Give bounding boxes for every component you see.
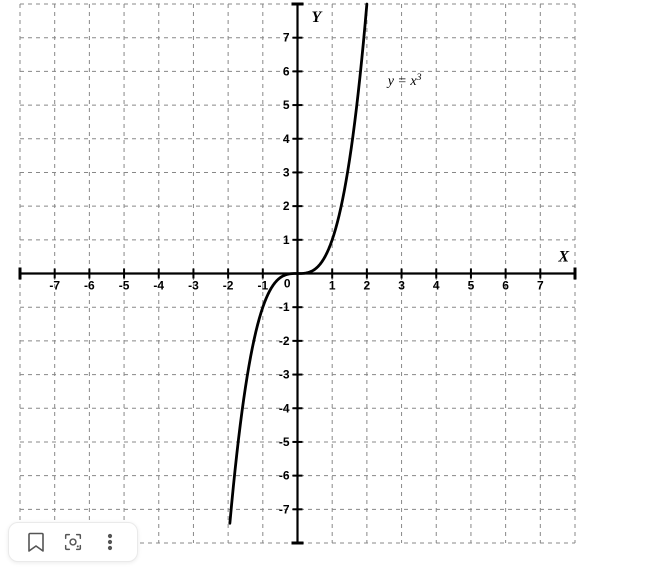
y-tick-label: 6 <box>283 64 290 78</box>
x-tick-label: -5 <box>119 279 130 293</box>
cubic-chart: -7 -6 -5 -4 -3 -2 -1 1 2 3 4 5 6 7 -7 -6 -5 -4 -3 -2 -1 1 2 3 4 5… <box>0 0 666 567</box>
x-tick-label: 4 <box>433 279 440 293</box>
x-axis-label: X <box>557 249 569 266</box>
x-tick-label: 3 <box>398 279 405 293</box>
y-tick-label: -7 <box>279 502 290 516</box>
x-tick-label: -2 <box>223 279 234 293</box>
equation-label: y = x3 <box>386 71 422 89</box>
x-tick-label: 2 <box>364 279 371 293</box>
x-tick-label: -6 <box>84 279 95 293</box>
x-tick-label: 5 <box>468 279 475 293</box>
x-tick-label: 7 <box>537 279 544 293</box>
y-tick-label: -4 <box>279 401 290 415</box>
y-tick-label: 1 <box>283 233 290 247</box>
y-tick-label: -2 <box>279 334 290 348</box>
chart-stage: -7 -6 -5 -4 -3 -2 -1 1 2 3 4 5 6 7 -7 -6 -5 -4 -3 -2 -1 1 2 3 4 5… <box>0 0 666 567</box>
lens-button[interactable] <box>57 526 89 558</box>
y-tick-label: 2 <box>283 199 290 213</box>
lens-icon <box>62 531 84 553</box>
x-tick-label: -3 <box>188 279 199 293</box>
x-tick-label: 6 <box>502 279 509 293</box>
x-tick-label: -4 <box>153 279 164 293</box>
y-axis-label: Y <box>312 9 323 26</box>
y-tick-label: 4 <box>283 132 290 146</box>
y-tick-label: 3 <box>283 165 290 179</box>
y-tick-label: -1 <box>279 300 290 314</box>
more-vert-icon <box>101 531 119 553</box>
origin-label: 0 <box>284 277 291 291</box>
y-tick-label: -6 <box>279 469 290 483</box>
y-tick-label: 5 <box>283 98 290 112</box>
y-tick-label: -5 <box>279 435 290 449</box>
x-tick-label: -1 <box>257 279 268 293</box>
x-tick-label: 1 <box>329 279 336 293</box>
bookmark-icon <box>27 531 45 553</box>
bookmark-button[interactable] <box>20 526 52 558</box>
y-tick-label: 7 <box>283 31 290 45</box>
x-tick-label: -7 <box>49 279 60 293</box>
image-toolbar <box>8 522 138 562</box>
y-tick-label: -3 <box>279 368 290 382</box>
more-button[interactable] <box>94 526 126 558</box>
